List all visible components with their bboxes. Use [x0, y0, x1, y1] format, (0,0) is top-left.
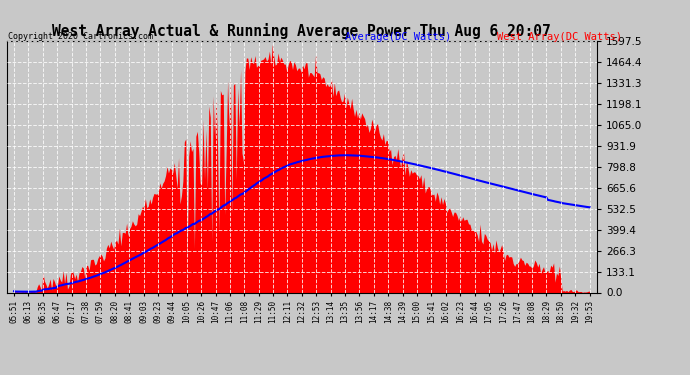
Title: West Array Actual & Running Average Power Thu Aug 6 20:07: West Array Actual & Running Average Powe… [52, 23, 551, 39]
Text: Average(DC Watts): Average(DC Watts) [345, 32, 451, 42]
Text: Copyright 2020 Cartronics.com: Copyright 2020 Cartronics.com [8, 32, 153, 41]
Text: West Array(DC Watts): West Array(DC Watts) [497, 32, 622, 42]
